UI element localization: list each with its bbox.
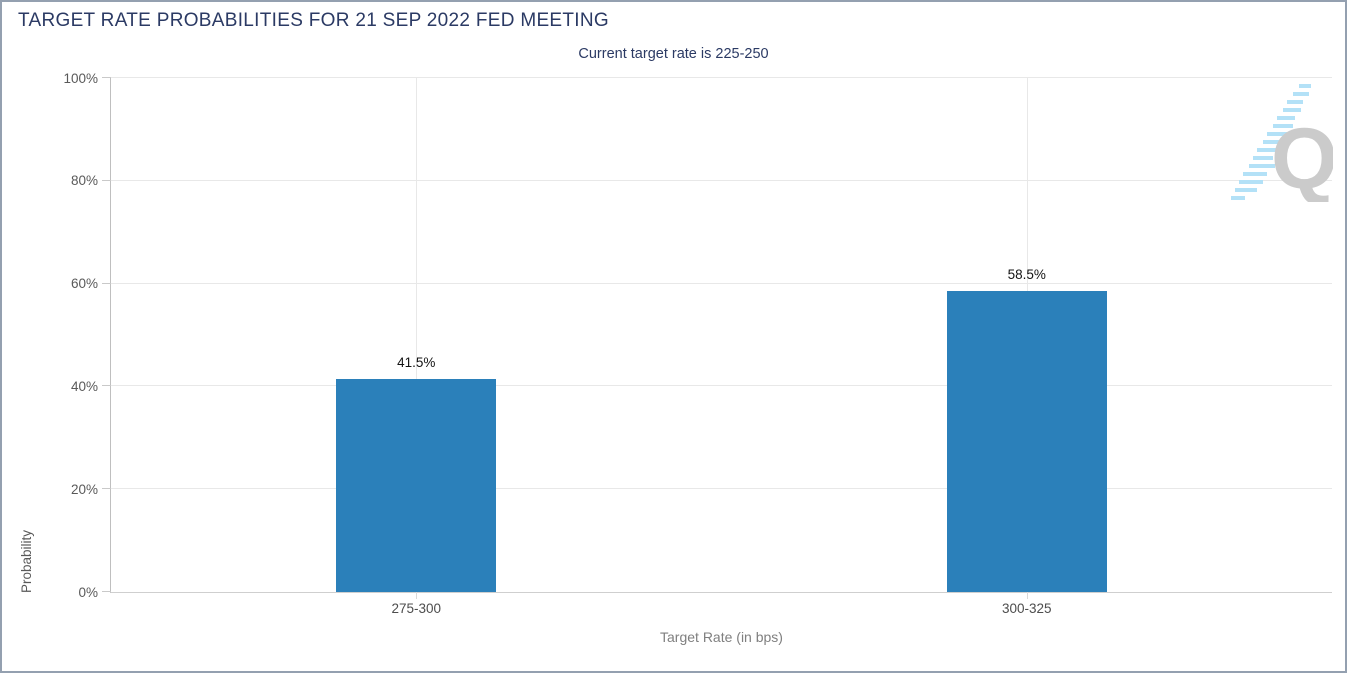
y-tick-label: 20%	[70, 481, 98, 497]
y-gridline	[111, 282, 1332, 284]
y-tick-mark	[102, 385, 111, 387]
y-tick-label: 100%	[63, 70, 98, 86]
probability-bar[interactable]	[336, 378, 497, 592]
chart-title: TARGET RATE PROBABILITIES FOR 21 SEP 202…	[18, 10, 609, 31]
x-tick-label: 300-325	[1001, 601, 1052, 616]
y-tick-mark	[102, 282, 111, 284]
y-tick-label: 80%	[70, 173, 98, 189]
y-tick-mark	[102, 77, 111, 78]
watermark-stripes	[1231, 84, 1311, 200]
x-axis-title: Target Rate (in bps)	[660, 629, 783, 645]
y-tick-label: 40%	[70, 378, 98, 394]
plot-area: Target Rate (in bps) 0% 20% 40% 60% 80% 100% 4…	[63, 71, 1332, 645]
y-tick-label: 0%	[78, 584, 98, 600]
x-tick-mark	[416, 592, 418, 599]
probability-bar[interactable]	[946, 291, 1107, 592]
y-tick-label: 60%	[70, 275, 98, 291]
y-tick-mark	[102, 179, 111, 181]
y-gridline	[111, 385, 1332, 387]
quikstrike-watermark-logo: Q	[1231, 84, 1333, 202]
x-tick-mark	[1026, 592, 1028, 599]
y-tick-mark	[102, 591, 111, 592]
bar-value-label: 58.5%	[1007, 267, 1046, 283]
category-gridline	[416, 78, 418, 592]
watermark-q-letter: Q	[1271, 111, 1333, 202]
y-tick-mark	[102, 488, 111, 490]
y-gridline	[111, 488, 1332, 490]
chart-subtitle: Current target rate is 225-250	[578, 46, 769, 62]
x-tick-label: 275-300	[391, 601, 442, 616]
bar-value-label: 41.5%	[397, 354, 436, 370]
y-axis-title: Probability	[19, 529, 34, 593]
y-gridline	[111, 179, 1332, 181]
y-gridline	[111, 77, 1332, 78]
